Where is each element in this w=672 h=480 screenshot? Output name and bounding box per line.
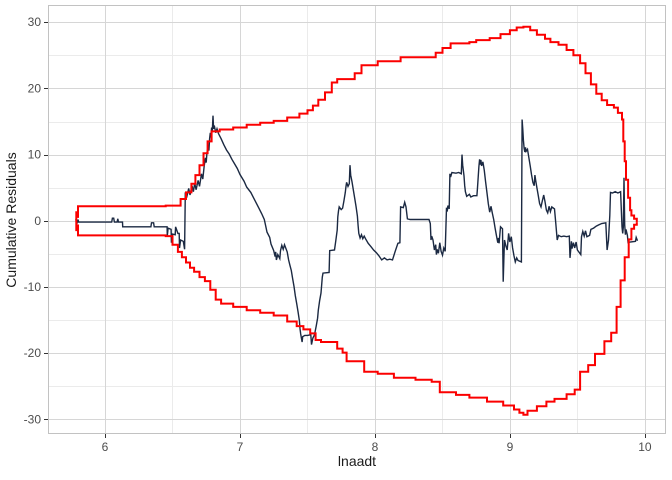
lower-confidence-band-line xyxy=(75,222,638,416)
cumulative-residuals-line xyxy=(75,115,639,345)
x-tick-label: 9 xyxy=(507,440,514,454)
x-axis-title: lnaadt xyxy=(338,453,376,469)
y-tick-label: 20 xyxy=(28,81,42,95)
y-axis-title: Cumulative Residuals xyxy=(3,152,19,287)
y-tick-label: -30 xyxy=(24,412,42,426)
x-tick-label: 8 xyxy=(372,440,379,454)
upper-confidence-band-line xyxy=(75,25,638,225)
y-tick-label: 0 xyxy=(34,214,41,228)
gridlines xyxy=(48,5,666,434)
y-tick-label: 30 xyxy=(28,15,42,29)
x-tick-label: 7 xyxy=(237,440,244,454)
axes: 6 7 8 9 10 -30 -20 -10 0 10 20 30 xyxy=(24,15,652,454)
y-tick-label: 10 xyxy=(28,148,42,162)
y-tick-label: -20 xyxy=(24,346,42,360)
x-tick-label: 6 xyxy=(102,440,109,454)
y-tick-label: -10 xyxy=(24,280,42,294)
data-series xyxy=(75,25,639,416)
x-tick-label: 10 xyxy=(638,440,652,454)
panel-border xyxy=(48,5,666,434)
